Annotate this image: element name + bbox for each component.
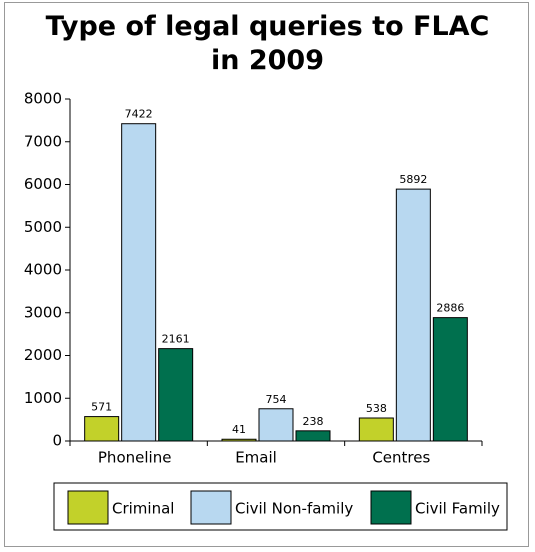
bar [258,408,294,442]
value-label: 538 [366,402,387,415]
y-tick-label: 7000 [24,132,62,150]
chart-title: Type of legal queries to FLAC in 2009 [45,11,490,76]
y-tick-label: 4000 [24,261,62,279]
x-tick-label: Email [235,449,277,467]
value-label: 7422 [125,108,153,121]
x-tick-label: Phoneline [98,449,172,467]
legend-swatch [190,490,232,525]
bar [358,417,394,442]
y-tick-label: 0 [52,432,62,450]
y-tick-label: 1000 [24,389,62,407]
x-tick-label: Centres [372,449,430,467]
bar [84,416,120,442]
bar [221,438,257,442]
y-tick-label: 8000 [24,90,62,108]
legend-label: Criminal [112,500,174,518]
value-label: 5892 [399,173,427,186]
value-label: 754 [266,393,287,406]
bar [158,348,194,442]
bar [295,430,331,442]
y-tick-label: 5000 [24,218,62,236]
bar [121,123,157,442]
legend-swatch [370,490,412,525]
value-label: 2161 [162,333,190,346]
frame [4,2,529,547]
y-tick-label: 3000 [24,303,62,321]
legend-box [53,482,508,531]
bar [432,317,468,442]
value-label: 2886 [436,302,464,315]
legend-label: Civil Non-family [235,500,353,518]
legend-label: Civil Family [415,500,500,518]
value-label: 238 [303,415,324,428]
value-label: 571 [91,401,112,414]
y-tick-label: 2000 [24,346,62,364]
bar [395,188,431,442]
y-tick-label: 6000 [24,175,62,193]
legend-swatch [67,490,109,525]
value-label: 41 [232,423,246,436]
